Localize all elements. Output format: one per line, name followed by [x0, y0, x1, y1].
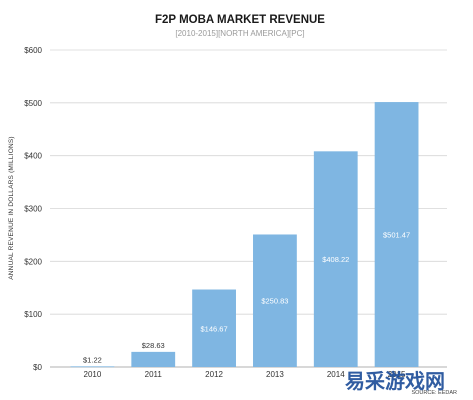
y-tick-label: $100 [24, 310, 42, 319]
bar-2011 [131, 351, 176, 367]
x-tick-label-2015: 2015 [388, 370, 406, 379]
bar-2015 [374, 102, 419, 367]
y-axis-ticks: $0 $100 $200 $300 $400 $500 $600 [24, 46, 42, 372]
bar-2012 [192, 289, 236, 367]
data-label-2013: $250.83 [261, 297, 288, 306]
source-note: SOURCE: EEDAR [411, 390, 457, 396]
x-axis-ticks: 2010 2011 2012 2013 2014 2015 [84, 370, 407, 379]
x-tick-label-2014: 2014 [327, 370, 345, 379]
chart-title: F2P MOBA MARKET REVENUE [155, 14, 325, 26]
data-label-2010: $1.22 [83, 355, 102, 364]
y-axis-label: ANNUAL REVENUE IN DOLLARS (MILLIONS) [8, 136, 15, 280]
bar-2014 [313, 151, 358, 367]
y-tick-label: $400 [24, 152, 42, 161]
data-label-2012: $146.67 [201, 324, 228, 333]
gridlines [50, 49, 447, 368]
data-label-2015: $501.47 [383, 231, 410, 240]
y-tick-label: $600 [24, 46, 42, 55]
data-labels: $1.22 $28.63 $146.67 $250.83 $408.22 $501.47 [83, 231, 410, 365]
watermark-logo: 易采游戏网 [345, 369, 445, 393]
x-tick-label-2011: 2011 [145, 370, 163, 379]
x-tick-label-2010: 2010 [84, 370, 102, 379]
y-tick-label: $0 [33, 363, 42, 372]
data-label-2011: $28.63 [142, 341, 165, 350]
y-tick-label: $200 [24, 257, 42, 266]
x-tick-label-2013: 2013 [266, 370, 284, 379]
data-label-2014: $408.22 [322, 255, 349, 264]
y-tick-label: $500 [24, 99, 42, 108]
bar-2010 [70, 366, 115, 368]
bar-2013 [253, 234, 297, 367]
bars [70, 102, 419, 368]
x-tick-label-2012: 2012 [205, 370, 223, 379]
chart-subtitle: [2010-2015][NORTH AMERICA][PC] [175, 29, 304, 38]
y-tick-label: $300 [24, 205, 42, 214]
